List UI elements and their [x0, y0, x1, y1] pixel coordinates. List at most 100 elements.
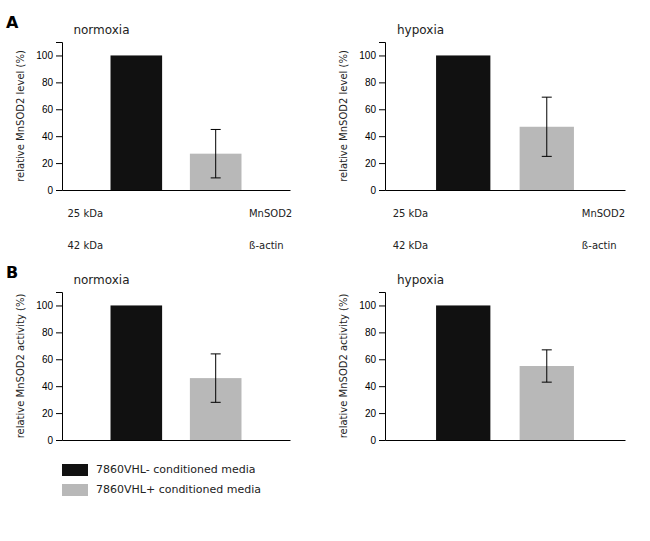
tick: 100: [36, 50, 62, 61]
axis-line: [56, 43, 63, 191]
tick-label: 40: [365, 131, 377, 142]
tick: 40: [365, 131, 385, 142]
y-axis: 0 20 40 60 80 100: [36, 43, 62, 196]
tick: 20: [365, 408, 385, 419]
axis-line: [63, 440, 291, 441]
annotation: MnSOD2: [582, 208, 625, 219]
tick-label: 80: [365, 77, 377, 88]
tick: 20: [365, 158, 385, 169]
axis-line: [379, 43, 386, 191]
tick-mark: [379, 440, 385, 441]
tick-mark: [379, 136, 385, 137]
tick-label: 60: [365, 104, 377, 115]
tick: 0: [47, 435, 62, 446]
tick-mark: [56, 55, 62, 56]
plot-area: [436, 55, 574, 190]
tick-label: 0: [47, 185, 53, 196]
title: hypoxia: [397, 273, 444, 287]
tick: 60: [42, 104, 62, 115]
tick: 80: [365, 327, 385, 338]
legend-swatch: [62, 484, 88, 496]
tick-mark: [379, 109, 385, 110]
axis-line: [386, 190, 626, 191]
tick-label: 20: [42, 408, 54, 419]
axis-title: relative MnSOD2 level (%): [338, 50, 349, 182]
error-cap: [542, 382, 552, 383]
tick: 0: [47, 185, 62, 196]
x-axis: [386, 190, 626, 192]
legend-label: 7860VHL+ conditioned media: [96, 483, 261, 496]
tick-label: 100: [36, 300, 53, 311]
annotation: MnSOD2: [249, 208, 292, 219]
tick-label: 60: [365, 354, 377, 365]
annotation: 25 kDa: [68, 208, 104, 219]
axis-title: relative MnSOD2 activity (%): [15, 294, 26, 439]
error-line: [215, 129, 216, 177]
tick-label: 20: [365, 158, 377, 169]
tick-label: 40: [42, 381, 54, 392]
tick-mark: [56, 136, 62, 137]
annotation: 42 kDa: [68, 240, 104, 251]
tick-label: 60: [42, 354, 54, 365]
axis-line: [63, 190, 291, 191]
title: normoxia: [73, 273, 129, 287]
tick: 40: [42, 381, 62, 392]
bar: [111, 55, 163, 190]
tick-mark: [56, 359, 62, 360]
tick: 100: [359, 300, 385, 311]
tick-label: 60: [42, 104, 54, 115]
title: hypoxia: [397, 23, 444, 37]
y-axis: 020406080100: [359, 43, 385, 196]
tick-label: 40: [42, 131, 54, 142]
y-axis: 020406080100: [359, 293, 385, 446]
tick-mark: [56, 163, 62, 164]
error-bar: [542, 350, 552, 382]
tick: 100: [36, 300, 62, 311]
x-axis: [63, 190, 291, 192]
panel-label: A: [6, 13, 19, 32]
plot-area: [111, 55, 242, 190]
tick-mark: [56, 305, 62, 306]
tick-label: 100: [359, 50, 376, 61]
panel: 020406080100normoxiarelative MnSOD2 leve…: [6, 13, 292, 251]
error-cap: [211, 402, 221, 403]
error-line: [546, 97, 547, 156]
annotation: ß-actin: [249, 240, 284, 251]
annotation: ß-actin: [582, 240, 617, 251]
tick-mark: [379, 82, 385, 83]
tick-mark: [56, 386, 62, 387]
bar: [436, 305, 490, 440]
panel: 020406080100hypoxiarelative MnSOD2 activ…: [338, 273, 626, 446]
x-axis: [386, 440, 626, 442]
tick-label: 80: [42, 77, 54, 88]
error-cap: [211, 353, 221, 354]
error-line: [546, 350, 547, 382]
error-bar: [211, 129, 221, 177]
annotation: 42 kDa: [393, 240, 429, 251]
tick: 20: [42, 158, 62, 169]
legend-item: 7860VHL- conditioned media: [62, 463, 256, 476]
y-axis: 0 20 40 60 80 100: [36, 293, 62, 446]
tick: 60: [42, 354, 62, 365]
error-cap: [542, 349, 552, 350]
legend: 7860VHL- conditioned media 7860VHL+ condi…: [62, 463, 261, 496]
error-line: [215, 354, 216, 402]
tick-mark: [56, 440, 62, 441]
tick-label: 20: [42, 158, 54, 169]
plot-area: [436, 305, 574, 440]
tick: 80: [42, 327, 62, 338]
tick: 60: [365, 354, 385, 365]
tick-label: 100: [359, 300, 376, 311]
tick-mark: [379, 55, 385, 56]
axis-title: relative MnSOD2 activity (%): [338, 294, 349, 439]
tick-mark: [56, 190, 62, 191]
tick-label: 0: [47, 435, 53, 446]
tick-mark: [379, 163, 385, 164]
axis-line: [386, 440, 626, 441]
tick: 20: [42, 408, 62, 419]
tick-mark: [379, 386, 385, 387]
plot-area: [111, 305, 242, 440]
tick: 100: [359, 50, 385, 61]
error-bar: [542, 97, 552, 156]
tick-mark: [56, 332, 62, 333]
